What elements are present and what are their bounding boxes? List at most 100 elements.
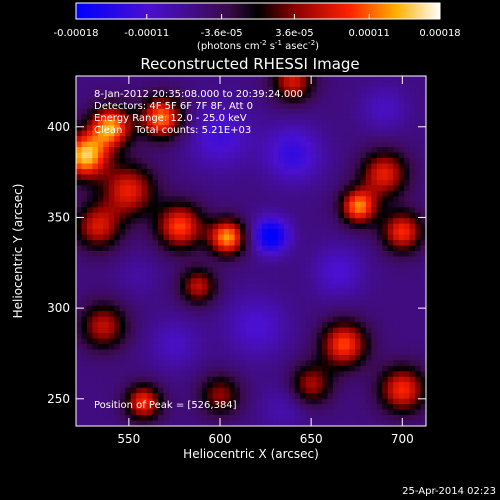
heatmap-cell (174, 371, 181, 378)
heatmap-cell (278, 261, 285, 268)
heatmap-cell (174, 223, 181, 230)
heatmap-cell (354, 136, 361, 143)
heatmap-cell (256, 240, 263, 246)
heatmap-cell (114, 190, 121, 197)
heatmap-cell (404, 322, 410, 328)
heatmap-cell (223, 108, 230, 115)
heatmap-cell (354, 190, 361, 197)
heatmap-cell (322, 349, 328, 356)
heatmap-cell (97, 168, 104, 175)
heatmap-cell (338, 272, 345, 279)
heatmap-cell (387, 136, 394, 143)
heatmap-cell (289, 333, 296, 339)
heatmap-cell (360, 81, 367, 88)
heatmap-cell (354, 81, 361, 88)
heatmap-cell (190, 343, 197, 350)
heatmap-cell (415, 283, 421, 290)
heatmap-cell (360, 97, 367, 104)
heatmap-cell (81, 81, 88, 88)
heatmap-cell (251, 125, 257, 132)
heatmap-cell (354, 289, 361, 296)
heatmap-cell (76, 81, 82, 88)
heatmap-cell (283, 114, 290, 121)
heatmap-cell (349, 251, 356, 257)
heatmap-cell (223, 174, 230, 181)
heatmap-cell (338, 185, 345, 192)
heatmap-cell (398, 86, 405, 93)
heatmap-cell (393, 415, 400, 421)
heatmap-cell (338, 103, 345, 110)
heatmap-cell (398, 376, 405, 383)
heatmap-cell (261, 354, 268, 361)
heatmap-cell (136, 283, 143, 290)
heatmap-cell (365, 289, 372, 296)
heatmap-cell (278, 119, 285, 126)
heatmap-cell (190, 185, 197, 192)
heatmap-cell (201, 294, 208, 301)
heatmap-cell (201, 168, 208, 175)
heatmap-cell (382, 201, 389, 208)
heatmap-cell (229, 114, 235, 121)
heatmap-cell (245, 76, 252, 82)
heatmap-cell (376, 256, 383, 263)
heatmap-cell (420, 360, 427, 367)
heatmap-cell (278, 283, 285, 290)
heatmap-cell (333, 343, 339, 350)
heatmap-cell (256, 256, 263, 263)
heatmap-cell (103, 152, 110, 159)
heatmap-cell (130, 420, 137, 427)
heatmap-cell (201, 141, 208, 148)
heatmap-cell (327, 136, 334, 143)
heatmap-cell (305, 404, 312, 410)
heatmap-cell (371, 168, 378, 175)
peak-position-label: Position of Peak = [526,384] (94, 400, 237, 411)
heatmap-cell (163, 196, 170, 203)
heatmap-cell (333, 168, 339, 175)
heatmap-cell (393, 267, 400, 274)
heatmap-cell (147, 190, 153, 197)
heatmap-cell (163, 245, 170, 252)
heatmap-cell (240, 119, 246, 126)
heatmap-cell (179, 404, 186, 410)
heatmap-cell (322, 300, 328, 307)
heatmap-cell (409, 371, 416, 378)
heatmap-cell (283, 76, 290, 82)
heatmap-cell (256, 289, 263, 296)
heatmap-cell (168, 327, 175, 334)
heatmap-cell (86, 338, 93, 345)
heatmap-cell (185, 343, 192, 350)
heatmap-cell (382, 333, 389, 339)
heatmap-cell (76, 92, 82, 99)
heatmap-cell (76, 218, 82, 225)
heatmap-cell (420, 256, 427, 263)
heatmap-cell (387, 343, 394, 350)
heatmap-cell (409, 185, 416, 192)
heatmap-cell (76, 289, 82, 296)
heatmap-cell (272, 234, 279, 241)
heatmap-cell (382, 152, 389, 159)
heatmap-cell (327, 240, 334, 246)
heatmap-cell (119, 234, 126, 241)
heatmap-cell (190, 201, 197, 208)
heatmap-cell (108, 81, 115, 88)
heatmap-cell (86, 86, 93, 93)
heatmap-cell (108, 240, 115, 246)
heatmap-cell (338, 409, 345, 416)
heatmap-cell (294, 92, 301, 99)
heatmap-cell (404, 223, 410, 230)
heatmap-cell (333, 327, 339, 334)
heatmap-cell (343, 125, 350, 132)
heatmap-cell (415, 136, 421, 143)
heatmap-cell (240, 207, 246, 214)
heatmap-cell (86, 125, 93, 132)
heatmap-cell (92, 420, 99, 427)
heatmap-cell (322, 97, 328, 104)
heatmap-cell (76, 371, 82, 378)
heatmap-cell (190, 365, 197, 372)
heatmap-cell (376, 393, 383, 400)
heatmap-cell (415, 365, 421, 372)
heatmap-cell (81, 294, 88, 301)
heatmap-cell (371, 163, 378, 170)
heatmap-cell (147, 382, 153, 389)
heatmap-cell (387, 130, 394, 137)
